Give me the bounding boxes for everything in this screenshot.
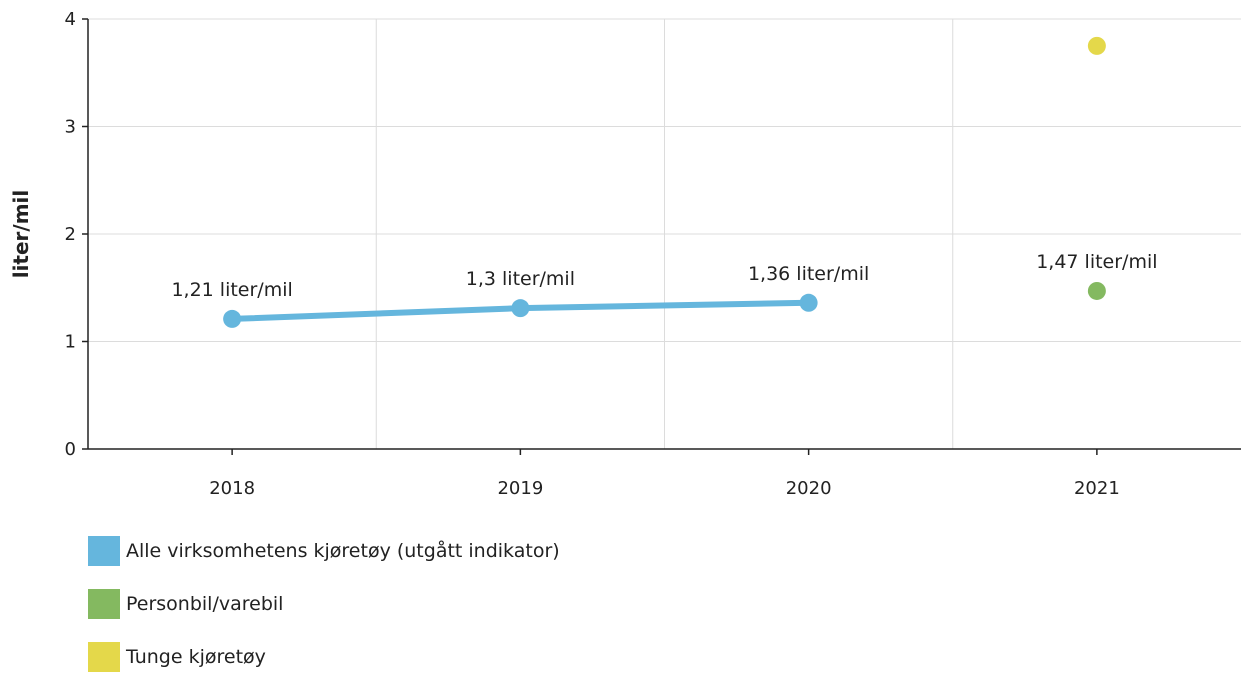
legend-label: Personbil/varebil xyxy=(126,593,284,615)
legend-item: Alle virksomhetens kjøretøy (utgått indi… xyxy=(88,536,560,566)
series-layer xyxy=(223,36,1106,328)
legend: Alle virksomhetens kjøretøy (utgått indi… xyxy=(88,536,560,695)
legend-label: Alle virksomhetens kjøretøy (utgått indi… xyxy=(126,540,560,562)
legend-swatch xyxy=(88,536,120,566)
legend-swatch xyxy=(88,642,120,672)
x-tick-label: 2021 xyxy=(1074,478,1120,499)
line-chart: 0 1 2 3 4 2018 2019 2020 2021 1,21 liter/mil 1,3 … xyxy=(9,9,1241,499)
y-tick-label: 3 xyxy=(65,117,76,138)
y-tick-label: 1 xyxy=(65,332,76,353)
x-tick-label: 2020 xyxy=(786,478,832,499)
data-point xyxy=(1087,36,1106,55)
data-label: 1,36 liter/mil xyxy=(748,263,869,285)
y-tick-label: 0 xyxy=(65,439,76,460)
legend-item: Personbil/varebil xyxy=(88,589,560,619)
legend-swatch xyxy=(88,589,120,619)
data-point xyxy=(799,293,818,312)
data-label: 1,47 liter/mil xyxy=(1036,251,1157,273)
data-point xyxy=(1087,281,1106,300)
y-tick-label: 4 xyxy=(65,9,76,30)
data-labels: 1,21 liter/mil 1,3 liter/mil 1,36 liter/mi… xyxy=(171,251,1157,301)
x-tick-label: 2019 xyxy=(497,478,543,499)
y-tick-label: 2 xyxy=(65,224,76,245)
axes: 0 1 2 3 4 2018 2019 2020 2021 xyxy=(65,9,1241,499)
data-label: 1,3 liter/mil xyxy=(466,268,575,290)
data-point xyxy=(223,309,242,328)
data-label: 1,21 liter/mil xyxy=(171,279,292,301)
legend-label: Tunge kjøretøy xyxy=(126,646,266,668)
data-point xyxy=(511,299,530,318)
x-tick-label: 2018 xyxy=(209,478,255,499)
gridlines xyxy=(88,18,1241,449)
y-axis-title: liter/mil xyxy=(9,190,33,279)
legend-item: Tunge kjøretøy xyxy=(88,642,560,672)
